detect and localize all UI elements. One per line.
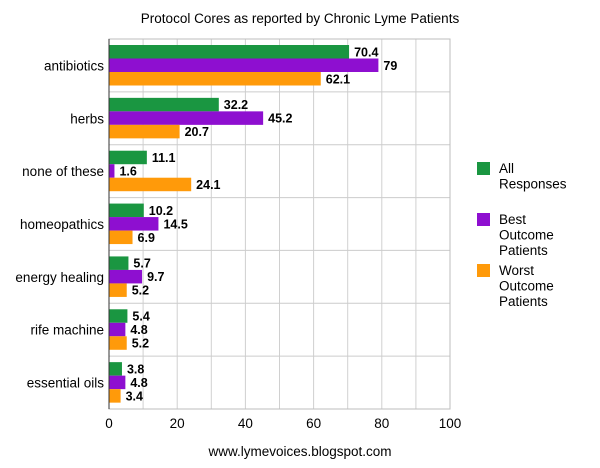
data-label: 11.1	[152, 151, 176, 165]
category-label: essential oils	[27, 376, 105, 391]
data-label: 3.8	[127, 362, 144, 376]
data-label: 1.6	[119, 164, 136, 178]
legend: AllResponsesBestOutcomePatientsWorstOutc…	[477, 161, 567, 309]
category-label: rife machine	[30, 323, 104, 338]
legend-label: Patients	[499, 243, 548, 258]
bar	[109, 269, 143, 284]
bar	[109, 336, 127, 350]
x-tick-label: 0	[105, 416, 113, 431]
data-label: 5.2	[132, 284, 149, 298]
data-label: 5.2	[132, 337, 149, 351]
data-label: 3.4	[126, 389, 143, 403]
data-label: 10.2	[149, 204, 173, 218]
bar	[109, 309, 128, 323]
bar	[109, 45, 350, 59]
legend-swatch	[477, 162, 490, 175]
data-label: 4.8	[130, 323, 147, 337]
bar	[109, 124, 180, 139]
x-tick-label: 20	[170, 416, 185, 431]
category-label: antibiotics	[44, 58, 104, 73]
x-tick-label: 60	[306, 416, 321, 431]
legend-label: Best	[499, 212, 526, 227]
bar	[109, 164, 115, 178]
legend-label: Patients	[499, 294, 548, 309]
bar	[109, 203, 144, 218]
legend-label: Responses	[499, 177, 567, 192]
data-label: 4.8	[130, 376, 147, 390]
bar	[109, 375, 126, 390]
data-label: 5.4	[132, 310, 149, 324]
bar	[109, 322, 126, 337]
bar	[109, 283, 127, 297]
data-label: 6.9	[138, 231, 155, 245]
data-labels: 70.4 79 62.1 32.2 45.2 20.7 11.1 1.6 24.1 10.214.…	[119, 45, 397, 403]
data-label: 32.2	[224, 98, 248, 112]
data-label: 14.5	[163, 217, 187, 231]
x-tick-label: 40	[238, 416, 253, 431]
category-label: none of these	[22, 164, 104, 179]
x-tick-label: 100	[439, 416, 462, 431]
legend-label: Outcome	[499, 228, 554, 243]
legend-label: Outcome	[499, 279, 554, 294]
legend-label: All	[499, 161, 514, 176]
axes: antibiotics herbs none of these homeopathic…	[15, 39, 461, 431]
bar	[109, 150, 147, 165]
x-axis-label: www.lymevoices.blogspot.com	[207, 444, 391, 459]
data-label: 62.1	[326, 72, 350, 86]
category-label: energy healing	[15, 270, 104, 285]
bar	[109, 177, 192, 192]
data-label: 5.7	[133, 257, 150, 271]
x-tick-label: 80	[374, 416, 389, 431]
chart-title: Protocol Cores as reported by Chronic Ly…	[141, 11, 460, 26]
category-label: herbs	[70, 111, 104, 126]
grid	[108, 38, 451, 410]
data-label: 9.7	[147, 270, 164, 284]
bar	[109, 362, 122, 376]
bar	[109, 72, 321, 86]
category-label: homeopathics	[20, 217, 104, 232]
bar	[109, 389, 121, 403]
data-label: 79	[383, 59, 397, 73]
bar	[109, 58, 379, 72]
legend-swatch	[477, 264, 490, 277]
bar	[109, 111, 264, 125]
bar	[109, 256, 129, 270]
legend-swatch	[477, 213, 490, 226]
data-label: 45.2	[268, 112, 292, 126]
bars	[109, 45, 379, 403]
bar	[109, 230, 133, 245]
data-label: 20.7	[185, 125, 209, 139]
bar	[109, 97, 219, 112]
data-label: 70.4	[354, 45, 378, 59]
data-label: 24.1	[196, 178, 220, 192]
bar	[109, 217, 159, 231]
legend-label: Worst	[499, 263, 534, 278]
